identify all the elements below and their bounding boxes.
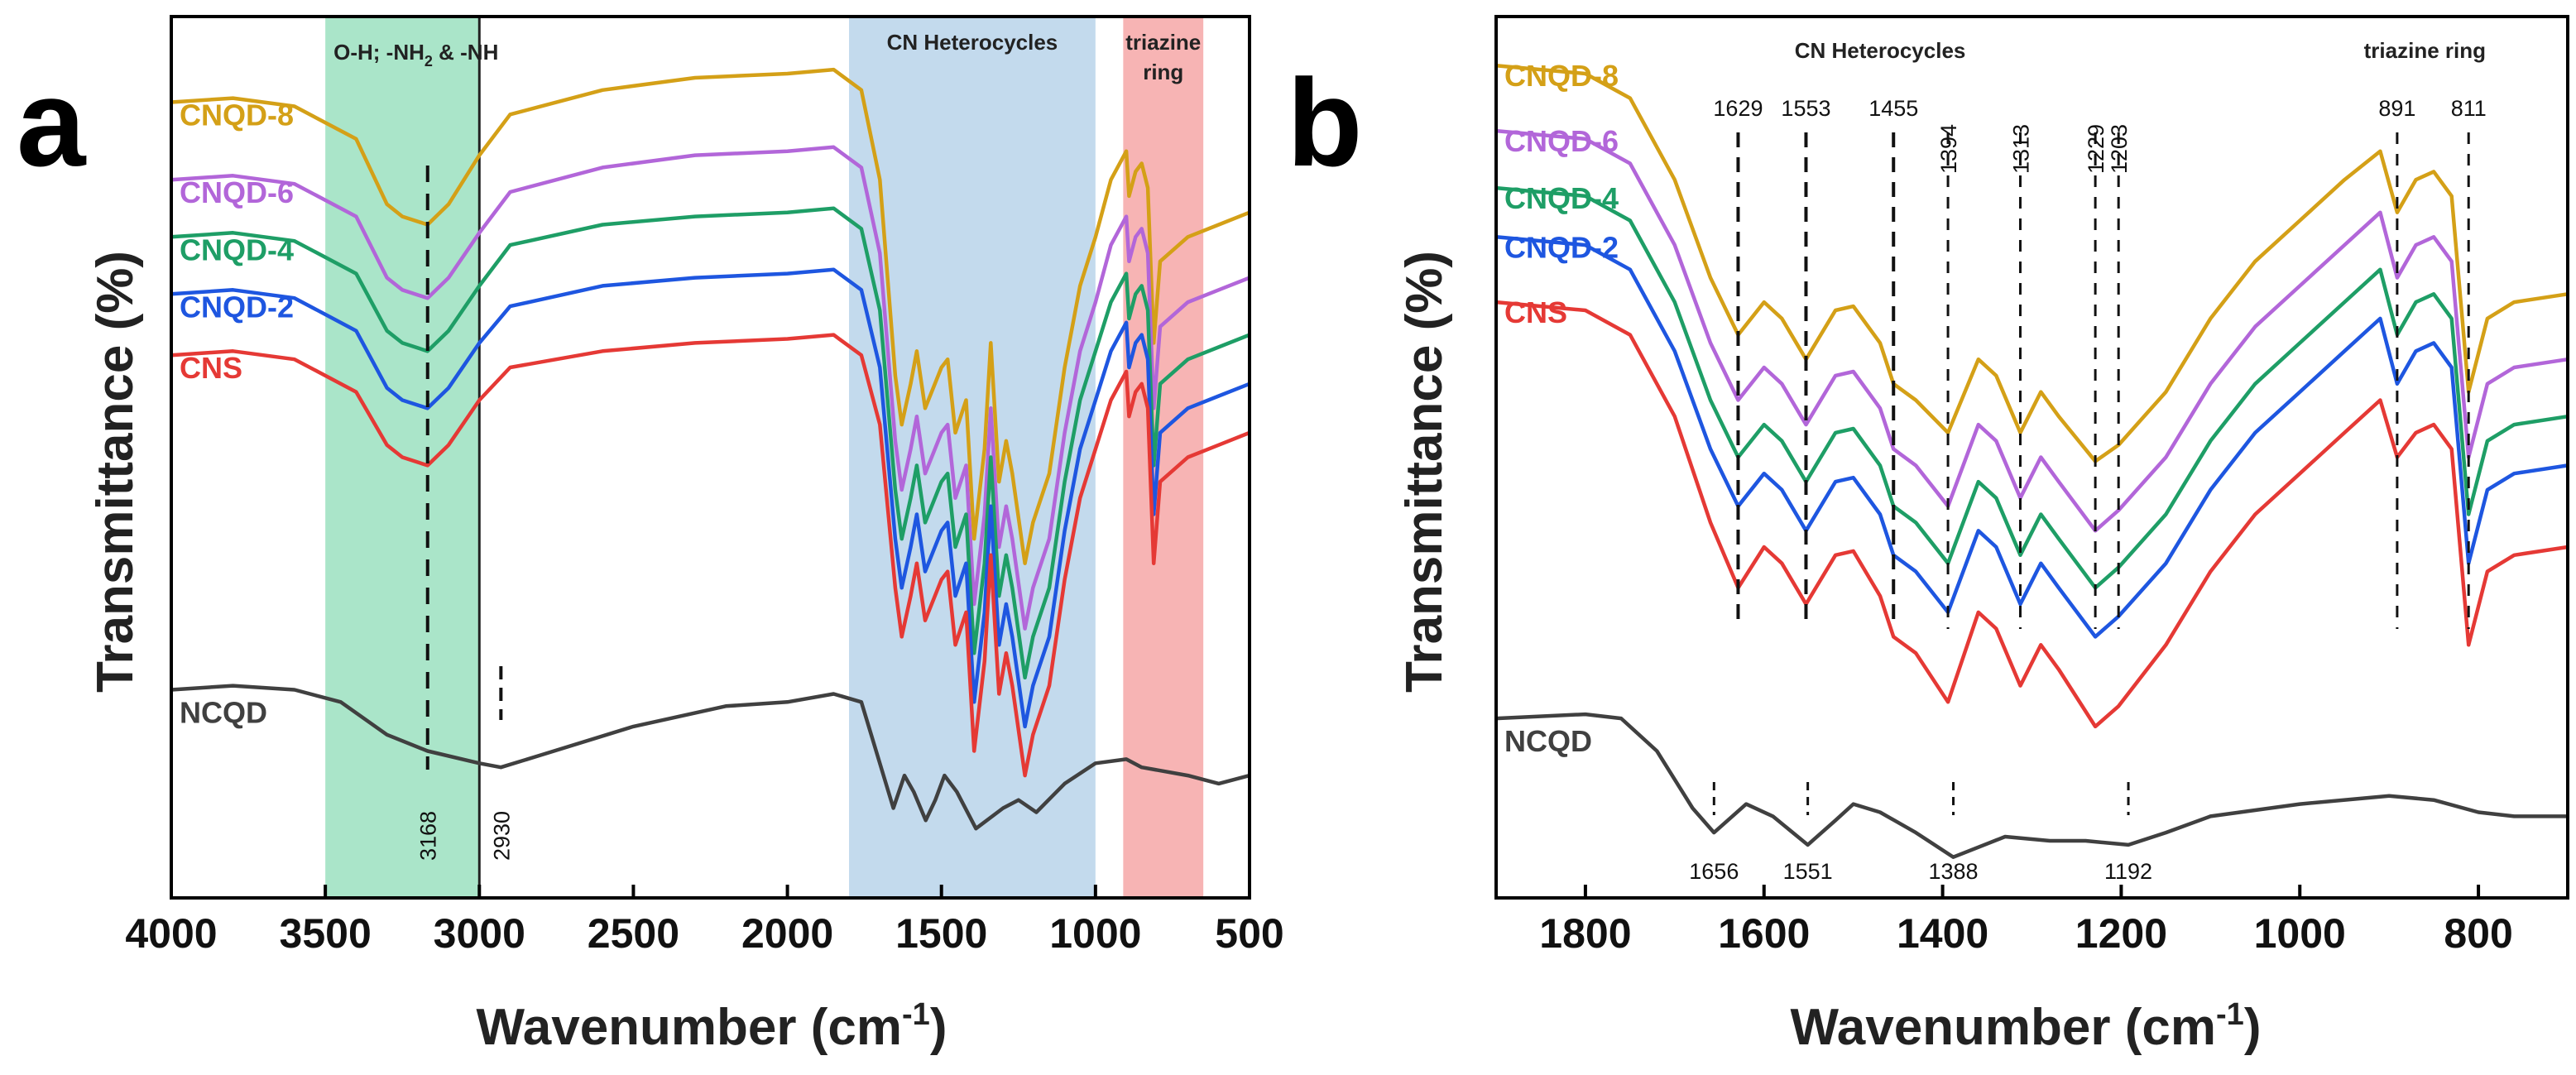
- series-label-cnqd-6: CNQD-6: [180, 175, 294, 209]
- series-label-cnqd-8: CNQD-8: [1504, 59, 1619, 93]
- peak-label-1394: 1394: [1936, 124, 1961, 174]
- peak-label-3168: 3168: [416, 811, 441, 861]
- x-tick-label-1400: 1400: [1897, 910, 1988, 957]
- panel-b-xlabel-close: ): [2244, 999, 2262, 1056]
- panel-a-xlabel-main: Wavenumber (cm: [477, 999, 903, 1056]
- panel-b-xlabel: Wavenumber (cm-1): [1791, 997, 2262, 1056]
- panel-a-xlabel: Wavenumber (cm-1): [477, 997, 947, 1056]
- peak-label-1313: 1313: [2008, 124, 2033, 174]
- peak-label-1629: 1629: [1713, 96, 1763, 121]
- series-cnqd-8-line: [1495, 63, 2569, 463]
- x-tick-label-1600: 1600: [1718, 910, 1810, 957]
- panel-b-frame: [1494, 15, 2569, 900]
- series-label-cnqd-2: CNQD-2: [180, 290, 294, 324]
- peak-label-891: 891: [2378, 96, 2415, 121]
- series-label-cnqd-4: CNQD-4: [1504, 181, 1619, 215]
- series-label-cnqd-8: CNQD-8: [180, 98, 294, 132]
- x-tick-label-1200: 1200: [2075, 910, 2167, 957]
- region-triazine-label: triazine ring: [2364, 38, 2486, 63]
- panel-a-xlabel-sup: -1: [902, 997, 930, 1032]
- peak-label-1388: 1388: [1928, 859, 1978, 884]
- x-tick-label-2500: 2500: [588, 910, 679, 957]
- series-label-cnqd-4: CNQD-4: [180, 233, 294, 266]
- x-tick-label-800: 800: [2444, 910, 2512, 957]
- series-label-cnqd-2: CNQD-2: [1504, 230, 1619, 264]
- series-cnqd-6-line: [170, 145, 1250, 631]
- panel-a-xlabel-close: ): [930, 999, 947, 1056]
- region-cn-label: CN Heterocycles: [887, 30, 1058, 55]
- peak-label-1229: 1229: [2084, 124, 2108, 174]
- series-cnqd-4-line: [170, 206, 1250, 680]
- series-label-ncqd: NCQD: [180, 696, 267, 730]
- peak-label-1656: 1656: [1689, 859, 1739, 884]
- series-cnqd-4-line: [1495, 185, 2569, 590]
- panel-b-plot: CN Heterocycles triazine ring CNQD-8 CNQD-6…: [1494, 15, 2569, 957]
- x-tick-label-1000: 1000: [1049, 910, 1141, 957]
- region-oh-label: O-H; -NH2 & -NH: [333, 40, 498, 70]
- x-tick-label-500: 500: [1215, 910, 1283, 957]
- series-cnqd-2-line: [170, 267, 1250, 729]
- x-tick-label-4000: 4000: [125, 910, 217, 957]
- series-cnqd-6-line: [1495, 128, 2569, 533]
- peak-label-1455: 1455: [1868, 96, 1918, 121]
- series-ncqd-line: [170, 684, 1250, 831]
- series-label-cnqd-6: CNQD-6: [1504, 124, 1619, 158]
- panel-b-xlabel-main: Wavenumber (cm: [1791, 999, 2217, 1056]
- series-label-ncqd: NCQD: [1504, 724, 1592, 758]
- series-cnqd-2-line: [1495, 235, 2569, 639]
- region-cn-label: CN Heterocycles: [1795, 38, 1966, 63]
- peak-label-811: 811: [2451, 96, 2487, 121]
- x-tick-label-3500: 3500: [280, 910, 372, 957]
- x-tick-label-1000: 1000: [2254, 910, 2346, 957]
- region-cn: [849, 18, 1096, 898]
- peak-label-1192: 1192: [2104, 859, 2152, 884]
- x-tick-label-1500: 1500: [895, 910, 987, 957]
- series-label-cns: CNS: [180, 351, 242, 385]
- panel-b-letter: b: [1287, 53, 1363, 192]
- panel-a-plot: O-H; -NH2 & -NH CN Heterocycles triazine ri…: [125, 15, 1284, 957]
- panel-b-ylabel: Transmittance (%): [1396, 251, 1453, 693]
- peak-label-2930: 2930: [489, 811, 514, 861]
- series-cns-line: [1495, 300, 2569, 729]
- panel-a-ylabel: Transmittance (%): [87, 251, 144, 693]
- x-tick-label-3000: 3000: [434, 910, 525, 957]
- panel-a-letter: a: [17, 53, 87, 192]
- panel-a-frame: [170, 15, 1251, 900]
- peak-label-1551: 1551: [1783, 859, 1833, 884]
- region-triazine-label-1: triazine: [1125, 30, 1201, 55]
- peak-label-1553: 1553: [1781, 96, 1830, 121]
- region-triazine-label-2: ring: [1143, 60, 1183, 84]
- x-tick-label-2000: 2000: [741, 910, 833, 957]
- panel-b-xlabel-sup: -1: [2216, 997, 2244, 1032]
- peak-label-1203: 1203: [2107, 124, 2132, 174]
- x-tick-label-1800: 1800: [1539, 910, 1631, 957]
- series-cns-line: [170, 333, 1250, 778]
- series-ncqd-line: [1495, 712, 2568, 859]
- series-label-cns: CNS: [1504, 295, 1567, 329]
- series-cnqd-8-line: [170, 67, 1250, 565]
